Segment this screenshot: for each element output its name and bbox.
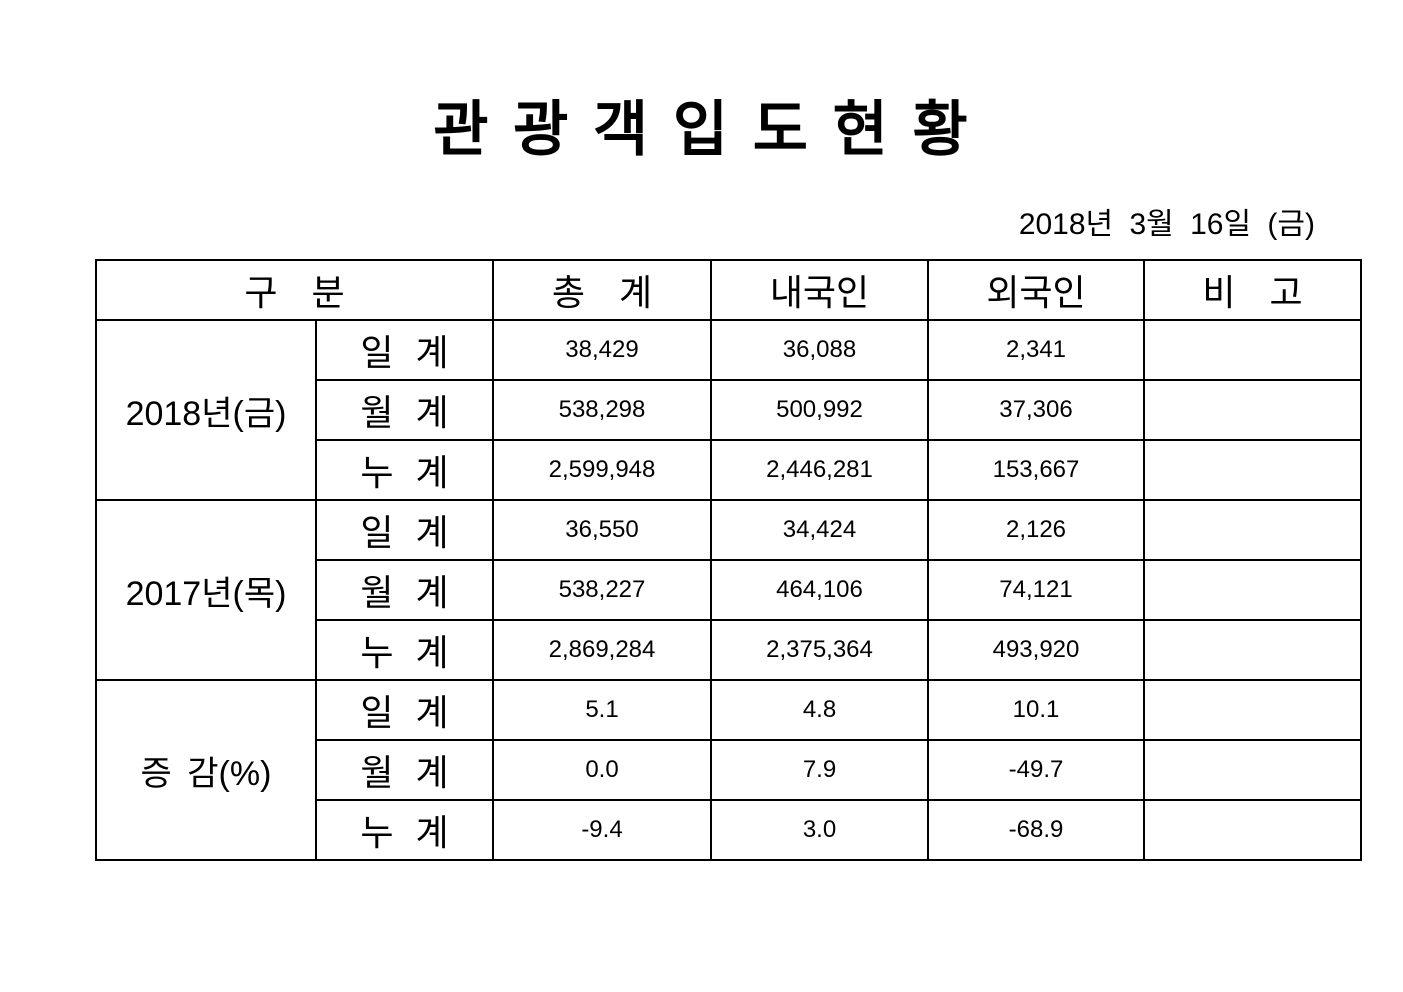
col-header-category: 구 분: [95, 259, 494, 321]
cell-note: [1143, 619, 1362, 681]
cell-note: [1143, 439, 1362, 501]
row-label-cumulative: 누 계: [315, 799, 494, 861]
cell-note: [1143, 499, 1362, 561]
table-row: 누 계 -9.4 3.0 -68.9: [96, 799, 1362, 861]
cell-domestic: 7.9: [710, 739, 929, 801]
row-label-cumulative: 누 계: [315, 619, 494, 681]
cell-total: 0.0: [492, 739, 712, 801]
cell-foreign: 493,920: [927, 619, 1145, 681]
cell-domestic: 4.8: [710, 679, 929, 741]
cell-note: [1143, 739, 1362, 801]
cell-domestic: 2,446,281: [710, 439, 929, 501]
cell-total: -9.4: [492, 799, 712, 861]
cell-total: 36,550: [492, 499, 712, 561]
row-label-daily: 일 계: [315, 679, 494, 741]
cell-foreign: -68.9: [927, 799, 1145, 861]
cell-foreign: 10.1: [927, 679, 1145, 741]
cell-foreign: 2,126: [927, 499, 1145, 561]
cell-note: [1143, 679, 1362, 741]
cell-total: 5.1: [492, 679, 712, 741]
cell-foreign: 153,667: [927, 439, 1145, 501]
table-row: 증 감(%) 일 계 5.1 4.8 10.1: [95, 679, 1362, 861]
row-group-change-pct: 증 감(%): [95, 679, 317, 861]
cell-note: [1143, 799, 1362, 861]
row-label-daily: 일 계: [315, 319, 494, 381]
table-row: 월 계 538,298 500,992 37,306: [96, 379, 1362, 441]
row-label-daily: 일 계: [315, 499, 494, 561]
table-row: 월 계 0.0 7.9 -49.7: [96, 739, 1362, 801]
cell-domestic: 2,375,364: [710, 619, 929, 681]
cell-total: 2,869,284: [492, 619, 712, 681]
cell-domestic: 464,106: [710, 559, 929, 621]
cell-note: [1143, 559, 1362, 621]
cell-total: 38,429: [492, 319, 712, 381]
row-label-monthly: 월 계: [315, 739, 494, 801]
cell-total: 538,227: [492, 559, 712, 621]
table-row: 2017년(목) 일 계 36,550 34,424 2,126: [95, 499, 1362, 681]
cell-foreign: 2,341: [927, 319, 1145, 381]
table-row: 누 계 2,869,284 2,375,364 493,920: [96, 619, 1362, 681]
cell-foreign: -49.7: [927, 739, 1145, 801]
table-header-row: 구 분 총 계 내국인 외국인 비 고: [95, 259, 1362, 321]
cell-total: 2,599,948: [492, 439, 712, 501]
cell-note: [1143, 319, 1362, 381]
cell-domestic: 36,088: [710, 319, 929, 381]
row-group-2017: 2017년(목): [95, 499, 317, 681]
row-label-monthly: 월 계: [315, 379, 494, 441]
col-header-total: 총 계: [492, 259, 712, 321]
table-row: 월 계 538,227 464,106 74,121: [96, 559, 1362, 621]
table-row: 2018년(금) 일 계 38,429 36,088 2,341: [95, 319, 1362, 501]
cell-domestic: 500,992: [710, 379, 929, 441]
page-title: 관 광 객 입 도 현 황: [433, 96, 970, 163]
row-label-monthly: 월 계: [315, 559, 494, 621]
table-row: 누 계 2,599,948 2,446,281 153,667: [96, 439, 1362, 501]
cell-foreign: 74,121: [927, 559, 1145, 621]
cell-domestic: 3.0: [710, 799, 929, 861]
tourist-arrivals-table: 구 분 총 계 내국인 외국인 비 고 2018년(금) 일 계 38,429 …: [95, 259, 1362, 861]
col-header-domestic: 내국인: [710, 259, 929, 321]
cell-total: 538,298: [492, 379, 712, 441]
col-header-note: 비 고: [1143, 259, 1362, 321]
row-group-2018: 2018년(금): [95, 319, 317, 501]
cell-note: [1143, 379, 1362, 441]
report-date: 2018년 3월 16일 (금): [1018, 208, 1315, 241]
row-label-cumulative: 누 계: [315, 439, 494, 501]
col-header-foreign: 외국인: [927, 259, 1145, 321]
cell-foreign: 37,306: [927, 379, 1145, 441]
cell-domestic: 34,424: [710, 499, 929, 561]
